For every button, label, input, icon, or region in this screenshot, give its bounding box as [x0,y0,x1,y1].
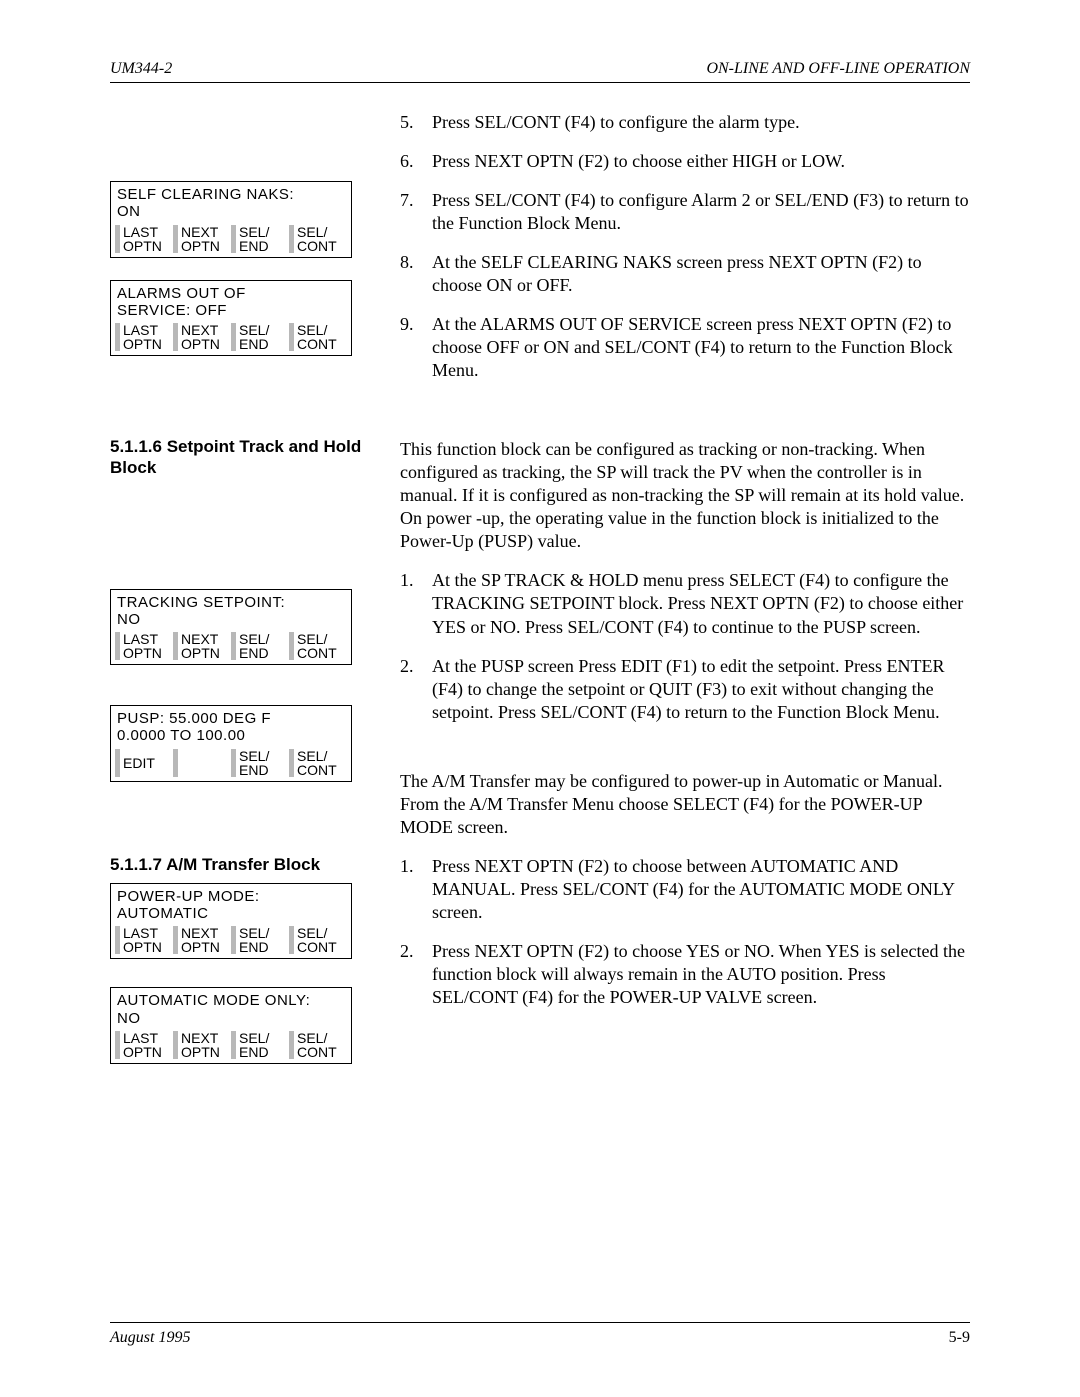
soft-button[interactable]: LAST OPTN [123,323,162,351]
screen-line: 0.0000 TO 100.00 [117,727,345,744]
screen-line: SELF CLEARING NAKS: [117,186,345,203]
soft-button[interactable]: EDIT [123,756,155,770]
soft-button[interactable]: SEL/ CONT [297,632,337,660]
screen-line: AUTOMATIC MODE ONLY: [117,992,345,1009]
screen-line: ON [117,203,345,220]
footer-date: August 1995 [110,1329,190,1347]
setpoint-paragraph: This function block can be configured as… [400,438,970,553]
screen-pusp: PUSP: 55.000 DEG F 0.0000 TO 100.00 EDIT… [110,705,352,782]
soft-button[interactable]: SEL/ CONT [297,926,337,954]
soft-button[interactable]: SEL/ CONT [297,323,337,351]
soft-button[interactable]: NEXT OPTN [181,1031,220,1059]
step-5: 5. Press SEL/CONT (F4) to configure the … [400,111,970,134]
screen-line: NO [117,1010,345,1027]
soft-button[interactable]: LAST OPTN [123,632,162,660]
setpoint-step-1: 1. At the SP TRACK & HOLD menu press SEL… [400,569,970,638]
am-paragraph: The A/M Transfer may be configured to po… [400,770,970,839]
footer-page: 5-9 [949,1329,970,1347]
am-step-2: 2. Press NEXT OPTN (F2) to choose YES or… [400,940,970,1009]
soft-button[interactable]: NEXT OPTN [181,926,220,954]
soft-button[interactable]: SEL/ CONT [297,1031,337,1059]
soft-button[interactable]: LAST OPTN [123,926,162,954]
screen-line: NO [117,611,345,628]
soft-button[interactable]: SEL/ END [239,632,269,660]
soft-button[interactable]: SEL/ CONT [297,225,337,253]
screen-line: TRACKING SETPOINT: [117,594,345,611]
header-right: ON-LINE AND OFF-LINE OPERATION [706,60,970,78]
screen-line: SERVICE: OFF [117,302,345,319]
am-step-1: 1. Press NEXT OPTN (F2) to choose betwee… [400,855,970,924]
section-title-am: 5.1.1.7 A/M Transfer Block [110,854,370,875]
soft-button[interactable]: NEXT OPTN [181,323,220,351]
right-column: 5. Press SEL/CONT (F4) to configure the … [400,111,970,1086]
left-column: SELF CLEARING NAKS: ON LAST OPTN NEXT OP… [110,111,370,1086]
screen-alarms-out: ALARMS OUT OF SERVICE: OFF LAST OPTN NEX… [110,280,352,357]
screen-line: PUSP: 55.000 DEG F [117,710,345,727]
header-left: UM344-2 [110,60,172,78]
step-6: 6. Press NEXT OPTN (F2) to choose either… [400,150,970,173]
soft-button[interactable]: LAST OPTN [123,225,162,253]
soft-button[interactable]: NEXT OPTN [181,225,220,253]
screen-line: POWER-UP MODE: [117,888,345,905]
soft-button[interactable]: LAST OPTN [123,1031,162,1059]
screen-line: ALARMS OUT OF [117,285,345,302]
soft-button[interactable]: NEXT OPTN [181,632,220,660]
screen-powerup-mode: POWER-UP MODE: AUTOMATIC LAST OPTN NEXT … [110,883,352,960]
soft-button[interactable]: SEL/ END [239,749,269,777]
screen-tracking-setpoint: TRACKING SETPOINT: NO LAST OPTN NEXT OPT… [110,589,352,666]
step-8: 8. At the SELF CLEARING NAKS screen pres… [400,251,970,297]
section-title-setpoint: 5.1.1.6 Setpoint Track and Hold Block [110,436,370,479]
screen-line: AUTOMATIC [117,905,345,922]
soft-button[interactable]: SEL/ END [239,1031,269,1059]
screen-auto-mode-only: AUTOMATIC MODE ONLY: NO LAST OPTN NEXT O… [110,987,352,1064]
page-footer: August 1995 5-9 [110,1322,970,1347]
step-7: 7. Press SEL/CONT (F4) to configure Alar… [400,189,970,235]
page-header: UM344-2 ON-LINE AND OFF-LINE OPERATION [110,60,970,83]
step-9: 9. At the ALARMS OUT OF SERVICE screen p… [400,313,970,382]
soft-button[interactable]: SEL/ CONT [297,749,337,777]
soft-button[interactable]: SEL/ END [239,926,269,954]
screen-self-clearing: SELF CLEARING NAKS: ON LAST OPTN NEXT OP… [110,181,352,258]
setpoint-step-2: 2. At the PUSP screen Press EDIT (F1) to… [400,655,970,724]
soft-button[interactable]: SEL/ END [239,323,269,351]
soft-button[interactable]: SEL/ END [239,225,269,253]
